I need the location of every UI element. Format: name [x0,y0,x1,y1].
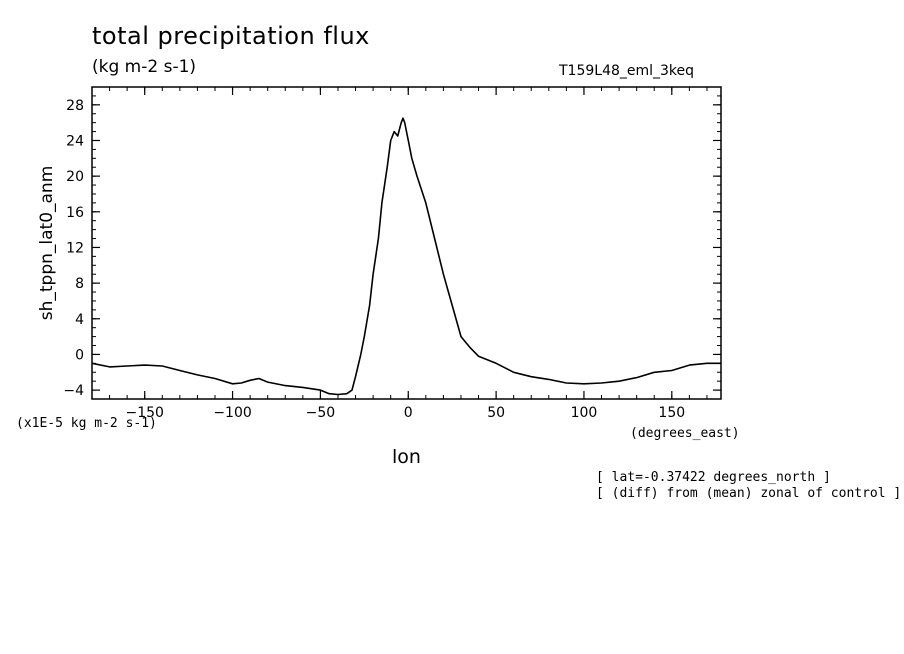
diff-note: [ (diff) from (mean) zonal of control ] [596,486,902,501]
y-tick-label: 4 [75,312,84,328]
x-tick-label: −100 [213,405,251,421]
x-tick-label: −50 [306,405,336,421]
chart-title: total precipitation flux [92,22,370,50]
latitude-note: [ lat=-0.37422 degrees_north ] [596,470,831,485]
y-tick-label: 24 [66,133,84,149]
y-tick-label: 0 [75,347,84,363]
y-tick-label: 16 [66,205,84,221]
x-tick-label: 0 [404,405,413,421]
y-tick-label: 8 [75,276,84,292]
data-line [91,117,721,396]
y-tick-label: 20 [66,169,84,185]
y-tick-label: 12 [66,240,84,256]
x-tick-label: −150 [125,405,163,421]
x-tick-label: 50 [487,405,505,421]
x-tick-label: 100 [571,405,598,421]
y-tick-label: 28 [66,98,84,114]
units-label: (kg m-2 s-1) [92,57,197,77]
y-tick-label: −4 [63,383,84,399]
x-axis-label: lon [392,446,421,468]
x-units-label: (degrees_east) [630,426,740,441]
y-axis-label: sh_tppn_lat0_anm [37,166,57,321]
run-id-label: T159L48_eml_3keq [559,63,695,79]
scale-factor-label: (x1E-5 kg m-2 s-1) [16,416,157,431]
plot-frame [91,86,722,400]
x-tick-label: 150 [658,405,685,421]
